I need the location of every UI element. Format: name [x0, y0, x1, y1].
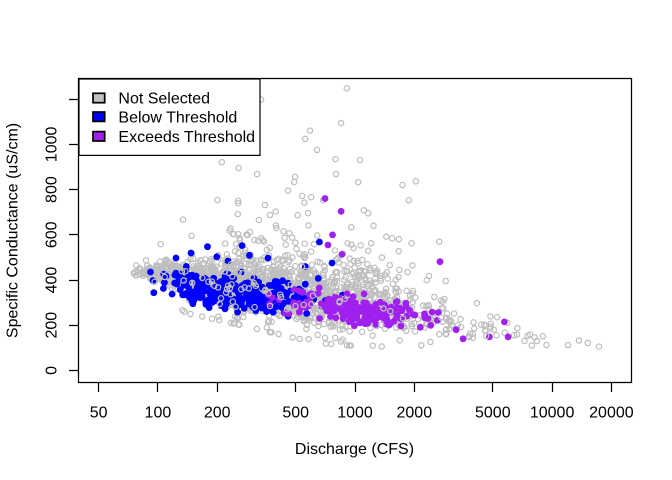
svg-text:600: 600 — [44, 221, 61, 248]
svg-text:400: 400 — [44, 267, 61, 294]
svg-text:200: 200 — [44, 312, 61, 339]
svg-text:Discharge (CFS): Discharge (CFS) — [295, 441, 414, 458]
svg-text:1000: 1000 — [337, 405, 373, 422]
svg-text:50: 50 — [90, 405, 108, 422]
svg-text:5000: 5000 — [475, 405, 511, 422]
svg-text:200: 200 — [204, 405, 231, 422]
svg-text:Exceeds Threshold: Exceeds Threshold — [118, 129, 255, 146]
svg-text:2000: 2000 — [397, 405, 433, 422]
svg-text:Specific Conductance (uS/cm): Specific Conductance (uS/cm) — [5, 123, 22, 338]
svg-text:0: 0 — [44, 366, 61, 375]
svg-text:800: 800 — [44, 176, 61, 203]
svg-text:1000: 1000 — [44, 127, 61, 163]
svg-text:Not Selected: Not Selected — [118, 91, 210, 108]
svg-text:10000: 10000 — [530, 405, 575, 422]
svg-text:500: 500 — [282, 405, 309, 422]
svg-text:20000: 20000 — [589, 405, 634, 422]
svg-text:Below Threshold: Below Threshold — [118, 110, 237, 127]
svg-text:100: 100 — [145, 405, 172, 422]
